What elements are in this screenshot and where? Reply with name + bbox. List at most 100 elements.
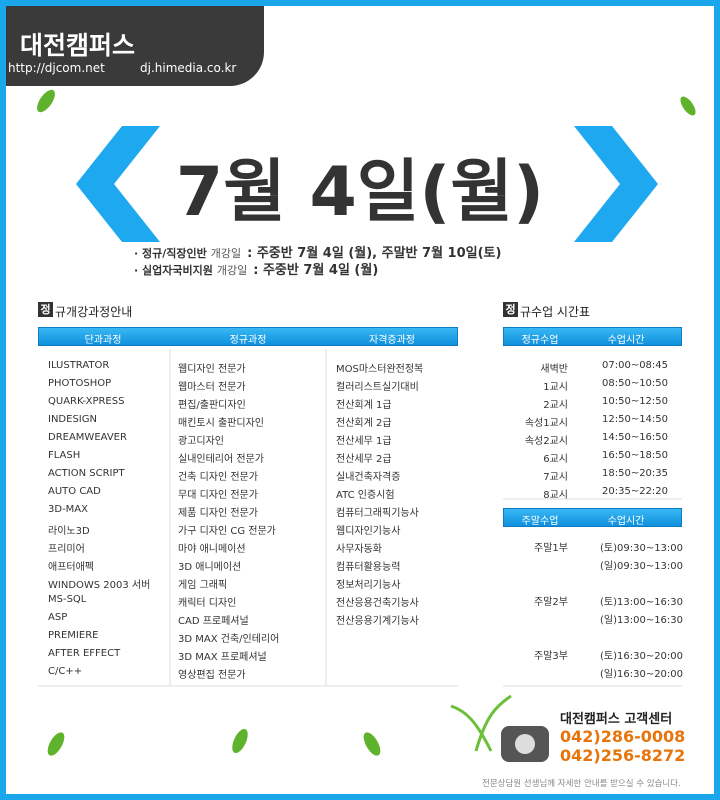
course: 컴퓨터그래픽기능사 (336, 508, 419, 519)
course: 건축 디자인 전문가 (178, 472, 258, 483)
class-name: 6교시 (543, 454, 568, 465)
course: 프리미어 (48, 544, 85, 555)
class-name: 주말2부 (534, 597, 568, 608)
course: PREMIERE (48, 630, 99, 641)
course: 전산응용기계기능사 (336, 616, 419, 627)
course: CAD 프로페셔널 (178, 616, 249, 627)
class-name: 새벽반 (540, 364, 568, 375)
opening-line: · 정규/직장인반 개강일 : 주중반 7월 4일 (월), 주말반 7월 10일(… (134, 242, 501, 261)
course: PHOTOSHOP (48, 378, 112, 389)
footer-note: 전문상담원 선생님께 자세한 안내를 받으실 수 있습니다. (482, 779, 681, 789)
class-name: 1교시 (543, 382, 568, 393)
course: 전산세무 2급 (336, 454, 392, 465)
opening-dates: : 주중반 7월 4일 (월), 주말반 7월 10일(토) (247, 246, 502, 261)
url: dj.himedia.co.kr (140, 61, 237, 75)
class-name: 8교시 (543, 490, 568, 501)
course: 웹마스터 전문가 (178, 382, 246, 393)
course: 영상편집 전문가 (178, 670, 246, 681)
column-header: 단과과정 (84, 335, 122, 346)
class-time: 18:50~20:35 (602, 468, 669, 479)
right-arrow (574, 126, 658, 242)
course: 광고디자인 (178, 436, 224, 447)
course: 실내건축자격증 (336, 472, 401, 483)
course: 3D MAX 건축/인테리어 (178, 634, 280, 645)
course: 제품 디자인 전문가 (178, 508, 258, 519)
opening-suffix: 개강일 (210, 247, 242, 260)
phone: 042)286-0008 (560, 727, 686, 746)
section-title: 규수업 시간표 (520, 305, 591, 319)
header-box (6, 6, 264, 86)
header-title: 대전캠퍼스 (20, 31, 136, 60)
course: 전산응용건축기능사 (336, 598, 419, 609)
course: DREAMWEAVER (48, 432, 127, 443)
course: 마야 애니메이션 (178, 544, 246, 555)
column-header: 자격증과정 (369, 335, 415, 346)
column-header: 수업시간 (607, 335, 645, 346)
class-time: (일)13:00~16:30 (600, 615, 684, 626)
url: http://djcom.net (8, 61, 105, 75)
column-header: 주말수업 (521, 516, 559, 527)
class-name: 주말3부 (534, 651, 568, 662)
course: 매킨토시 출판디자인 (178, 418, 264, 429)
course: 전산회계 2급 (336, 418, 392, 429)
course: 전산회계 1급 (336, 400, 392, 411)
section-title: 규개강과정안내 (55, 305, 133, 319)
course: FLASH (48, 450, 81, 461)
header-bar (503, 508, 682, 527)
course: ACTION SCRIPT (48, 468, 125, 479)
header-bar (503, 327, 682, 346)
leaves (37, 89, 696, 756)
course: MS-SQL (48, 594, 87, 605)
headline: 7월 4일(월) (175, 153, 545, 232)
opening-line: · 실업자국비지원 개강일: 주중반 7월 4일 (월) (134, 259, 378, 278)
course: 캐릭터 디자인 (178, 598, 237, 609)
course: WINDOWS 2003 서버 (48, 580, 151, 591)
column-header: 정규과정 (229, 335, 267, 346)
left-arrow (76, 126, 160, 242)
course: AFTER EFFECT (48, 648, 121, 659)
course: 컬러리스트실기대비 (336, 382, 419, 393)
course: 애프터애펙 (48, 562, 94, 573)
course: 게임 그래픽 (178, 580, 228, 591)
class-name: 주말1부 (534, 543, 568, 554)
course: 실내인테리어 전문가 (178, 454, 264, 465)
class-time: (토)13:00~16:30 (600, 597, 684, 608)
course: 사무자동화 (336, 544, 382, 555)
opening-label: · 정규/직장인반 (134, 247, 207, 260)
class-time: (일)09:30~13:00 (600, 561, 684, 572)
footer-title: 대전캠퍼스 고객센터 (560, 712, 673, 727)
course: ASP (48, 612, 68, 623)
class-name: 2교시 (543, 400, 568, 411)
course: QUARK-XPRESS (48, 396, 125, 407)
course: 편집/출판디자인 (178, 400, 246, 411)
course: 컴퓨터활용능력 (336, 562, 401, 573)
column-header: 정규수업 (521, 335, 559, 346)
class-name: 속성1교시 (524, 418, 568, 429)
course: AUTO CAD (48, 486, 101, 497)
section-initial: 정 (503, 302, 518, 317)
decorations (37, 89, 696, 762)
class-time: 10:50~12:50 (602, 396, 669, 407)
class-time: 12:50~14:50 (602, 414, 669, 425)
course: 3D 애니메이션 (178, 562, 242, 573)
phone-illustration (450, 694, 549, 762)
course: 전산세무 1급 (336, 436, 392, 447)
class-time: 16:50~18:50 (602, 450, 669, 461)
course: 정보처리기능사 (336, 580, 401, 591)
course: ILUSTRATOR (48, 360, 110, 371)
course: 무대 디자인 전문가 (178, 490, 258, 501)
class-time: (일)16:30~20:00 (600, 669, 684, 680)
course: 3D-MAX (48, 504, 88, 515)
class-time: 20:35~22:20 (602, 486, 669, 497)
class-time: (토)09:30~13:00 (600, 543, 684, 554)
opening-label: · 실업자국비지원 (134, 264, 213, 277)
course: ATC 인증시험 (336, 490, 395, 501)
class-time: 14:50~16:50 (602, 432, 669, 443)
class-name: 7교시 (543, 472, 568, 483)
header-bar (38, 327, 458, 346)
course: 웹디자인기능사 (336, 526, 401, 537)
course: 웹디자인 전문가 (178, 364, 246, 375)
opening-dates: : 주중반 7월 4일 (월) (253, 263, 379, 278)
